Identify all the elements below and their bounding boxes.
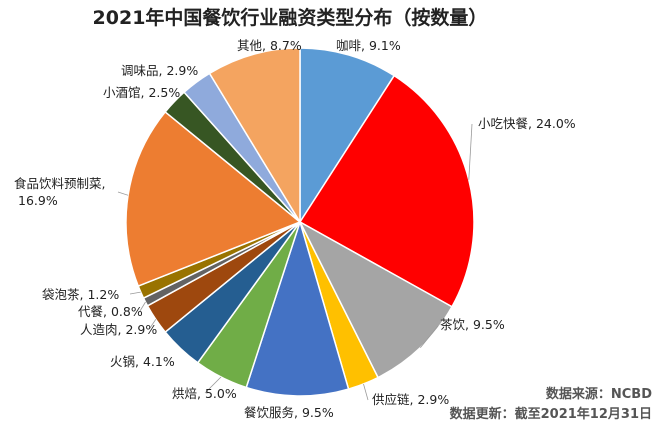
slice-label-3: 供应链, 2.9% xyxy=(372,392,449,407)
leader-line-8 xyxy=(139,301,146,312)
leader-line-3 xyxy=(363,383,369,401)
slice-label-12: 调味品, 2.9% xyxy=(121,63,198,78)
slice-label-6: 火锅, 4.1% xyxy=(110,354,175,369)
source-line-1: 数据来源：NCBD xyxy=(546,386,652,402)
slice-label-line-10-0: 食品饮料预制菜, xyxy=(14,176,105,191)
slice-label-7: 人造肉, 2.9% xyxy=(80,322,157,337)
leader-line-1 xyxy=(468,123,473,180)
leader-line-7 xyxy=(149,319,157,329)
pie-slice-2 xyxy=(298,220,453,379)
slice-label-4: 餐饮服务, 9.5% xyxy=(244,405,334,420)
leader-lines xyxy=(117,123,473,401)
slice-label-8: 代餐, 0.8% xyxy=(78,304,143,319)
slice-label-0: 咖啡, 9.1% xyxy=(336,38,401,53)
leader-line-5 xyxy=(204,376,222,394)
slice-label-11: 小酒馆, 2.5% xyxy=(103,85,180,100)
slice-label-line-10-1: 16.9% xyxy=(18,193,58,208)
slice-label-2: 茶饮, 9.5% xyxy=(440,317,505,332)
slice-label-5: 烘焙, 5.0% xyxy=(172,386,237,401)
slice-label-1: 小吃快餐, 24.0% xyxy=(478,116,576,131)
slice-label-13: 其他, 8.7% xyxy=(237,38,302,53)
pie-slices xyxy=(125,47,475,397)
pie-slice-4 xyxy=(245,219,350,397)
slice-labels: 咖啡, 9.1% 小吃快餐, 24.0% 茶饮, 9.5% 供应链, 2.9% 餐饮服务… xyxy=(14,38,576,420)
pie-slice-13 xyxy=(208,47,301,225)
slice-label-10: 食品饮料预制菜, 16.9% xyxy=(14,176,105,208)
slice-label-9: 袋泡茶, 1.2% xyxy=(42,287,119,302)
leader-line-9 xyxy=(129,291,141,295)
leader-line-2 xyxy=(419,325,439,348)
pie-slice-10 xyxy=(125,110,302,288)
leader-line-10 xyxy=(117,191,129,196)
source-line-2: 数据更新：截至2021年12月31日 xyxy=(450,406,652,422)
chart-title: 2021年中国餐饮行业融资类型分布（按数量） xyxy=(93,6,488,29)
pie-slice-0 xyxy=(299,47,396,225)
